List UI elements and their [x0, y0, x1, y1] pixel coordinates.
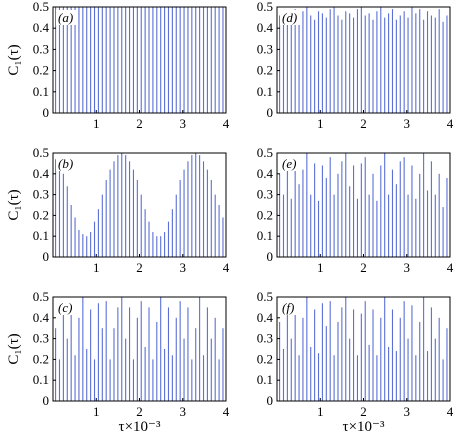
panel-label: (a): [58, 10, 73, 25]
x-tick-label: 3: [404, 260, 411, 275]
y-tick-label: 0.4: [257, 310, 274, 325]
panel-d: 0 0.1 0.2 0.3 0.4 0.5 1 2 3 4 (d): [257, 0, 454, 131]
y-tick-label: 0.2: [33, 207, 49, 222]
x-tick-label: 3: [180, 404, 187, 419]
y-tick-label: 0.5: [257, 0, 273, 14]
y-tick-label: 0.1: [33, 84, 49, 99]
y-tick-label: 0.1: [257, 372, 273, 387]
y-tick-label: 0.5: [33, 289, 49, 304]
panel-label-bg: [56, 156, 76, 171]
y-tick-label: 0.5: [257, 289, 273, 304]
x-tick-label: 4: [447, 404, 454, 419]
y-tick-label: 0.3: [257, 331, 273, 346]
x-tick-label: 1: [93, 116, 100, 131]
x-tick-label: 2: [360, 404, 367, 419]
panel-label-bg: [56, 300, 76, 315]
panel-label: (c): [58, 300, 72, 315]
x-tick-label: 2: [360, 260, 367, 275]
y-axis-title: C₁(τ): [6, 189, 22, 220]
y-tick-label: 0: [43, 393, 50, 408]
panel-f: 0 0.1 0.2 0.3 0.4 0.5 1 2 3 4 (f) τ×10⁻³: [257, 289, 454, 435]
x-tick-label: 2: [360, 116, 367, 131]
y-tick-label: 0.4: [257, 166, 274, 181]
x-axis-title: τ×10⁻³: [119, 419, 161, 435]
x-tick-label: 1: [317, 404, 324, 419]
y-tick-label: 0.1: [33, 372, 49, 387]
panel-c: 0 0.1 0.2 0.3 0.4 0.5 1 2 3 4 (c) C₁(τ) τ×10⁻³: [6, 289, 230, 435]
y-tick-label: 0.5: [33, 0, 49, 14]
x-tick-label: 3: [180, 116, 187, 131]
panel-label: (d): [282, 10, 297, 25]
y-tick-label: 0.3: [33, 331, 49, 346]
panel-label: (e): [282, 156, 296, 171]
y-tick-label: 0.1: [257, 84, 273, 99]
y-tick-label: 0.4: [257, 20, 274, 35]
y-tick-label: 0.2: [33, 351, 49, 366]
y-tick-label: 0: [267, 393, 274, 408]
panel-a: 0 0.1 0.2 0.3 0.4 0.5 1 2 3 4 (a) C₁(τ): [6, 0, 230, 131]
y-tick-label: 0.3: [33, 187, 49, 202]
panel-label-bg: [56, 10, 76, 25]
x-tick-label: 4: [447, 116, 454, 131]
panel-label: (f): [282, 300, 294, 315]
y-tick-label: 0.3: [257, 41, 273, 56]
x-tick-label: 3: [404, 404, 411, 419]
y-tick-label: 0.2: [257, 207, 273, 222]
y-tick-label: 0: [267, 249, 274, 264]
x-tick-label: 4: [223, 260, 230, 275]
x-tick-label: 3: [180, 260, 187, 275]
x-tick-label: 4: [223, 404, 230, 419]
x-axis-title: τ×10⁻³: [343, 419, 385, 435]
y-tick-label: 0.5: [33, 145, 49, 160]
x-tick-label: 1: [317, 116, 324, 131]
x-tick-label: 4: [447, 260, 454, 275]
x-tick-label: 2: [136, 404, 143, 419]
y-tick-label: 0: [43, 249, 50, 264]
x-tick-label: 3: [404, 116, 411, 131]
panel-label-bg: [280, 10, 300, 25]
panel-label: (b): [58, 156, 73, 171]
y-tick-label: 0.4: [33, 310, 50, 325]
panel-label-bg: [280, 156, 300, 171]
y-tick-label: 0: [267, 105, 274, 120]
panel-label-bg: [280, 300, 300, 315]
x-tick-label: 2: [136, 116, 143, 131]
x-tick-label: 4: [223, 116, 230, 131]
y-axis-title: C₁(τ): [6, 333, 22, 364]
y-tick-label: 0.3: [257, 187, 273, 202]
panel-e: 0 0.1 0.2 0.3 0.4 0.5 1 2 3 4 (e): [257, 145, 454, 275]
y-tick-label: 0.1: [257, 228, 273, 243]
y-tick-label: 0.4: [33, 166, 50, 181]
y-tick-label: 0.1: [33, 228, 49, 243]
y-tick-label: 0.2: [33, 63, 49, 78]
y-axis-title: C₁(τ): [6, 44, 22, 75]
y-tick-label: 0.3: [33, 41, 49, 56]
y-tick-label: 0.5: [257, 145, 273, 160]
x-tick-label: 1: [93, 260, 100, 275]
x-tick-label: 2: [136, 260, 143, 275]
y-tick-label: 0.2: [257, 351, 273, 366]
y-tick-label: 0: [43, 105, 50, 120]
x-tick-label: 1: [93, 404, 100, 419]
y-tick-label: 0.2: [257, 63, 273, 78]
x-tick-label: 1: [317, 260, 324, 275]
y-tick-label: 0.4: [33, 20, 50, 35]
panel-b: 0 0.1 0.2 0.3 0.4 0.5 1 2 3 4 (b) C₁(τ): [6, 145, 230, 275]
